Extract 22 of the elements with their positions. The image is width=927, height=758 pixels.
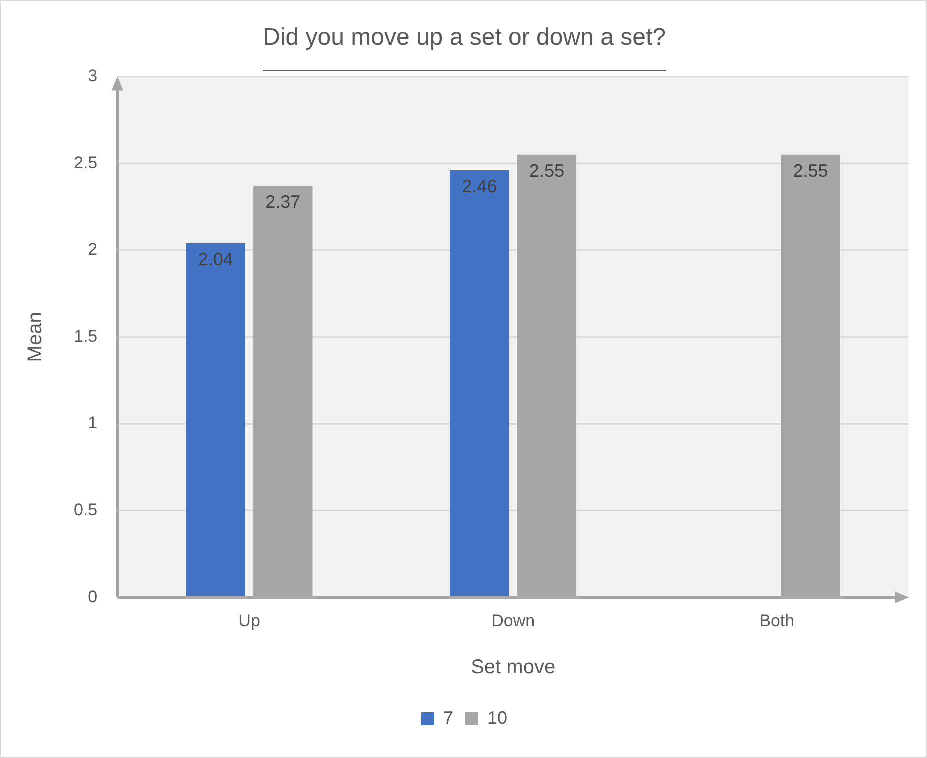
bar bbox=[450, 170, 510, 597]
y-tick-label: 1.5 bbox=[74, 326, 98, 346]
y-tick-label: 0 bbox=[88, 587, 98, 606]
data-label: 2.55 bbox=[529, 160, 564, 181]
x-tick-label: Both bbox=[760, 611, 795, 630]
y-tick-label: 2.5 bbox=[74, 153, 98, 172]
x-tick-label: Up bbox=[238, 611, 260, 630]
legend-label: 10 bbox=[487, 708, 508, 728]
data-label: 2.46 bbox=[462, 176, 498, 197]
bar bbox=[186, 243, 246, 597]
data-label: 2.04 bbox=[198, 249, 234, 270]
y-tick-label: 3 bbox=[88, 66, 98, 86]
y-tick-label: 2 bbox=[88, 240, 98, 260]
y-tick-label: 0.5 bbox=[74, 500, 98, 520]
y-tick-label: 1 bbox=[88, 414, 98, 433]
data-label: 2.55 bbox=[793, 160, 828, 181]
y-axis-title: Mean bbox=[24, 312, 47, 362]
x-axis-title: Set move bbox=[471, 656, 556, 679]
legend-label: 7 bbox=[443, 708, 454, 728]
data-label: 2.37 bbox=[266, 192, 301, 212]
x-tick-label: Down bbox=[492, 611, 536, 630]
chart-title: Did you move up a set or down a set? bbox=[263, 24, 666, 52]
